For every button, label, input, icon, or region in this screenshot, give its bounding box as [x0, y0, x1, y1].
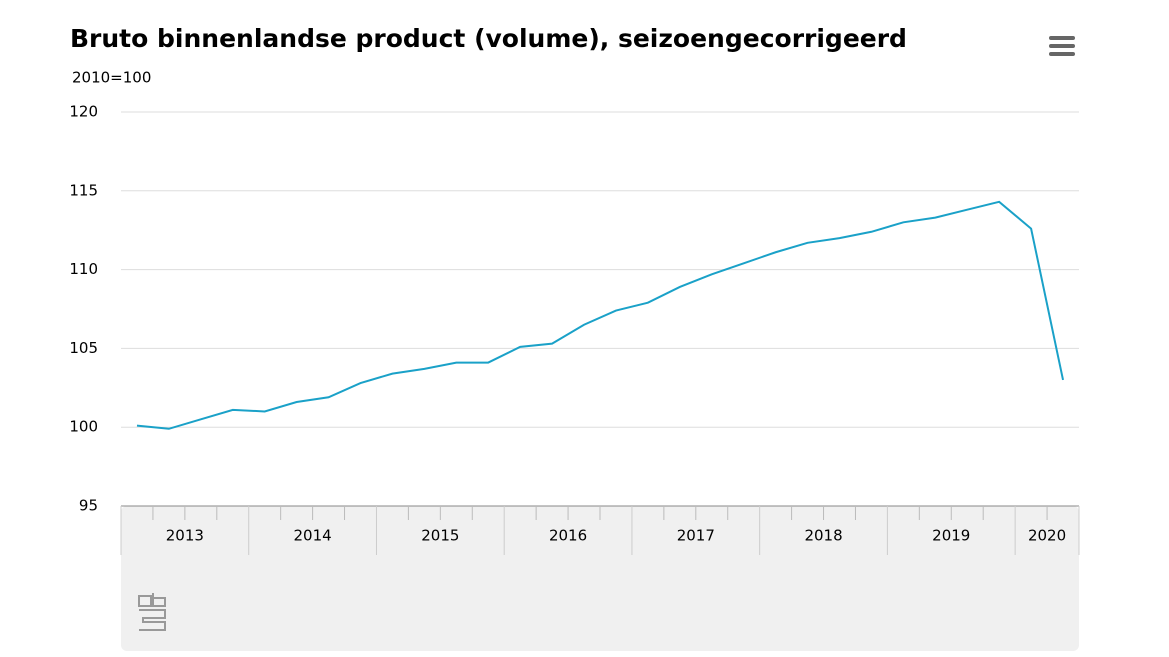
- x-tick-label: 2019: [932, 527, 970, 545]
- y-tick-label: 115: [69, 181, 98, 199]
- x-tick-label: 2014: [294, 527, 332, 545]
- x-tick-label: 2018: [804, 527, 842, 545]
- y-tick-label: 105: [69, 339, 98, 357]
- x-tick-label: 2015: [421, 527, 459, 545]
- menu-icon[interactable]: [1049, 36, 1075, 56]
- y-tick-label: 110: [69, 260, 98, 278]
- x-tick-label: 2020: [1028, 527, 1066, 545]
- axis-panel: [121, 506, 1079, 651]
- y-tick-label: 100: [69, 418, 98, 436]
- x-tick-label: 2016: [549, 527, 587, 545]
- cbs-logo: [138, 593, 166, 631]
- x-tick-label: 2017: [677, 527, 715, 545]
- y-tick-label: 120: [69, 103, 98, 121]
- chart-subtitle: 2010=100: [72, 69, 151, 87]
- line: [136, 200, 1065, 430]
- chart-title: Bruto binnenlandse product (volume), sei…: [70, 24, 907, 53]
- x-tick-label: 2013: [166, 527, 204, 545]
- y-tick-label: 95: [79, 497, 98, 515]
